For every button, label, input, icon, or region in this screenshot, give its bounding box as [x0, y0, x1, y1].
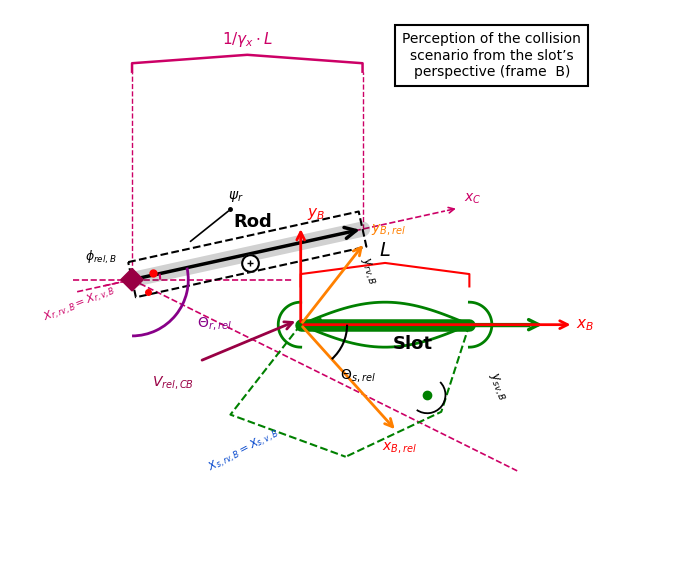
- Text: $V_{rel,CB}$: $V_{rel,CB}$: [152, 373, 194, 390]
- Text: $X_{r,rv,B}=X_{r,v,B}$: $X_{r,rv,B}=X_{r,v,B}$: [41, 284, 118, 327]
- Text: Slot: Slot: [393, 335, 433, 353]
- Text: $y_B$: $y_B$: [307, 206, 325, 223]
- Polygon shape: [121, 268, 144, 291]
- Text: $L$: $L$: [379, 241, 391, 260]
- Text: $\Theta_{s,rel}$: $\Theta_{s,rel}$: [340, 367, 376, 384]
- Text: Perception of the collision
scenario from the slot’s
perspective (frame  B): Perception of the collision scenario fro…: [402, 32, 581, 79]
- Text: $\psi_r$: $\psi_r$: [228, 189, 244, 204]
- Text: $x_{B,rel}$: $x_{B,rel}$: [382, 441, 417, 457]
- Text: $x_B$: $x_B$: [576, 317, 595, 333]
- Text: $1/\gamma_x \cdot L$: $1/\gamma_x \cdot L$: [222, 30, 273, 49]
- Text: $y_{B,rel}$: $y_{B,rel}$: [372, 223, 406, 238]
- Text: $\Theta_{r,rel}$: $\Theta_{r,rel}$: [197, 315, 231, 332]
- Text: $\phi_{rel,B}$: $\phi_{rel,B}$: [85, 249, 117, 266]
- Text: $y_{sv,B}$: $y_{sv,B}$: [484, 370, 509, 403]
- Text: Rod: Rod: [233, 213, 273, 231]
- Text: $X_{s,rv,B}=X_{s,v,B}$: $X_{s,rv,B}=X_{s,v,B}$: [206, 426, 282, 476]
- Text: $y_{rv,B}$: $y_{rv,B}$: [357, 255, 379, 287]
- Text: $x_C$: $x_C$: [464, 191, 482, 206]
